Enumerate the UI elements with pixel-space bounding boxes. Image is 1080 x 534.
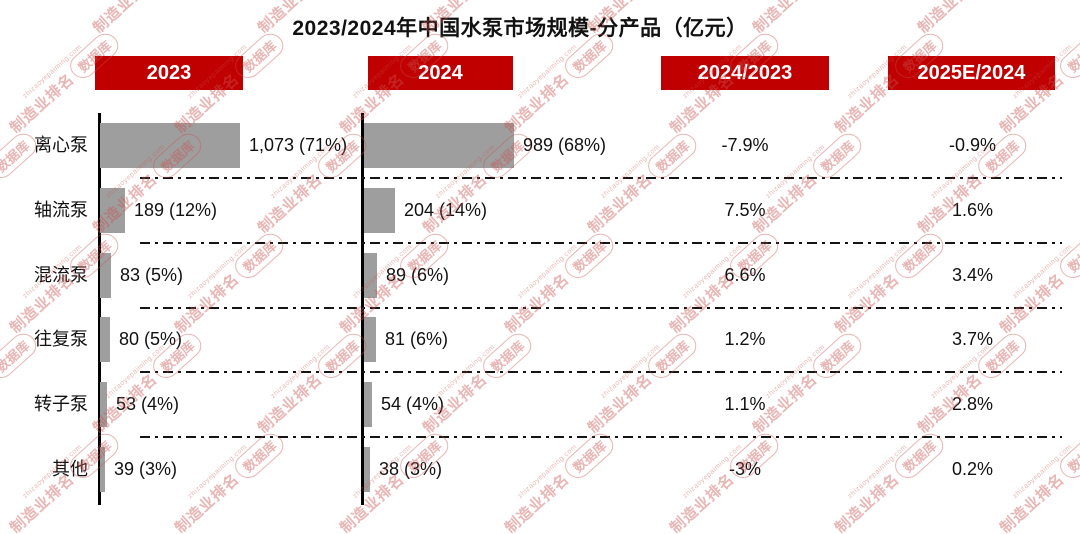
bar-2024 <box>364 382 372 427</box>
watermark-site: zhizaoyepaiming.com <box>516 443 579 501</box>
category-label: 往复泵 <box>34 329 88 349</box>
yoy-value: 1.2% <box>724 329 766 349</box>
axis-2023 <box>98 113 101 505</box>
category-label: 轴流泵 <box>34 200 88 220</box>
watermark-text: 制造业排名数据库 <box>499 428 619 534</box>
bar-value-2024: 54 (4%) <box>381 394 445 414</box>
bar-value-2023: 189 (12%) <box>134 200 218 220</box>
bar-value-2023: 39 (3%) <box>114 459 178 479</box>
row-separator <box>140 436 1062 438</box>
watermark-site: zhizaoyepaiming.com <box>21 43 84 101</box>
watermark-site: zhizaoyepaiming.com <box>186 443 249 501</box>
column-header-2023: 2023 <box>95 56 243 90</box>
bar-value-2023: 80 (5%) <box>119 329 183 349</box>
bar-2023 <box>100 253 111 298</box>
watermark-db-cloud: 数据库 <box>1055 28 1080 84</box>
watermark-text: 制造业排名数据库 <box>499 228 619 339</box>
yoy-value: 1.1% <box>724 394 766 414</box>
forecast-value: 1.6% <box>951 200 994 220</box>
bar-2024 <box>364 188 395 233</box>
watermark-text: 制造业排名数据库 <box>169 228 289 339</box>
forecast-value: 2.8% <box>951 394 994 414</box>
bar-2023 <box>100 447 105 492</box>
bar-2024 <box>364 123 514 168</box>
row-separator <box>140 242 1062 244</box>
watermark-site: zhizaoyepaiming.com <box>599 143 662 201</box>
watermark-brand: 制造业排名 <box>585 370 656 437</box>
category-label: 离心泵 <box>34 135 88 155</box>
bar-value-2023: 1,073 (71%) <box>249 135 348 155</box>
watermark-brand: 制造业排名 <box>502 470 573 534</box>
watermark-brand: 制造业排名 <box>255 370 326 437</box>
bar-2023 <box>100 188 125 233</box>
row-separator <box>140 177 1062 179</box>
forecast-value: -0.9% <box>948 135 997 155</box>
bar-value-2024: 38 (3%) <box>379 459 443 479</box>
bar-value-2024: 81 (6%) <box>385 329 449 349</box>
bar-value-2023: 53 (4%) <box>116 394 180 414</box>
row-separator <box>140 371 1062 373</box>
bar-2024 <box>364 447 370 492</box>
watermark-db-cloud: 数据库 <box>230 228 289 284</box>
yoy-value: -3% <box>728 459 761 479</box>
watermark-text: 制造业排名数据库 <box>252 328 372 439</box>
bar-2023 <box>100 317 110 362</box>
yoy-value: 6.6% <box>724 265 766 285</box>
forecast-value: 3.7% <box>951 329 994 349</box>
bar-2024 <box>364 317 376 362</box>
row-separator <box>140 307 1062 309</box>
column-header-forecast: 2025E/2024 <box>888 56 1055 90</box>
bar-2023 <box>100 123 240 168</box>
bar-value-2024: 204 (14%) <box>404 200 488 220</box>
bar-value-2023: 83 (5%) <box>120 265 184 285</box>
category-label: 其他 <box>52 459 88 479</box>
forecast-value: 0.2% <box>951 459 994 479</box>
chart-title: 2023/2024年中国水泵市场规模-分产品（亿元） <box>292 17 748 40</box>
watermark-db-cloud: 数据库 <box>478 328 537 384</box>
watermark-brand: 制造业排名 <box>172 470 243 534</box>
axis-2024 <box>361 113 364 505</box>
bar-value-2024: 89 (6%) <box>386 265 450 285</box>
bar-value-2024: 989 (68%) <box>523 135 607 155</box>
column-header-2024: 2024 <box>368 56 513 90</box>
watermark-site: zhizaoyepaiming.com <box>516 43 579 101</box>
bar-2024 <box>364 253 377 298</box>
category-label: 转子泵 <box>34 394 88 414</box>
category-label: 混流泵 <box>34 265 88 285</box>
watermark-site: zhizaoyepaiming.com <box>186 243 249 301</box>
watermark-brand: 制造业排名 <box>502 270 573 337</box>
yoy-value: 7.5% <box>724 200 766 220</box>
watermark-db-cloud: 数据库 <box>560 228 619 284</box>
watermark-site: zhizaoyepaiming.com <box>516 243 579 301</box>
column-header-yoy: 2024/2023 <box>661 56 829 90</box>
bar-2023 <box>100 382 107 427</box>
yoy-value: -7.9% <box>721 135 769 155</box>
forecast-value: 3.4% <box>951 265 994 285</box>
watermark-text: 制造业排名数据库 <box>169 428 289 534</box>
